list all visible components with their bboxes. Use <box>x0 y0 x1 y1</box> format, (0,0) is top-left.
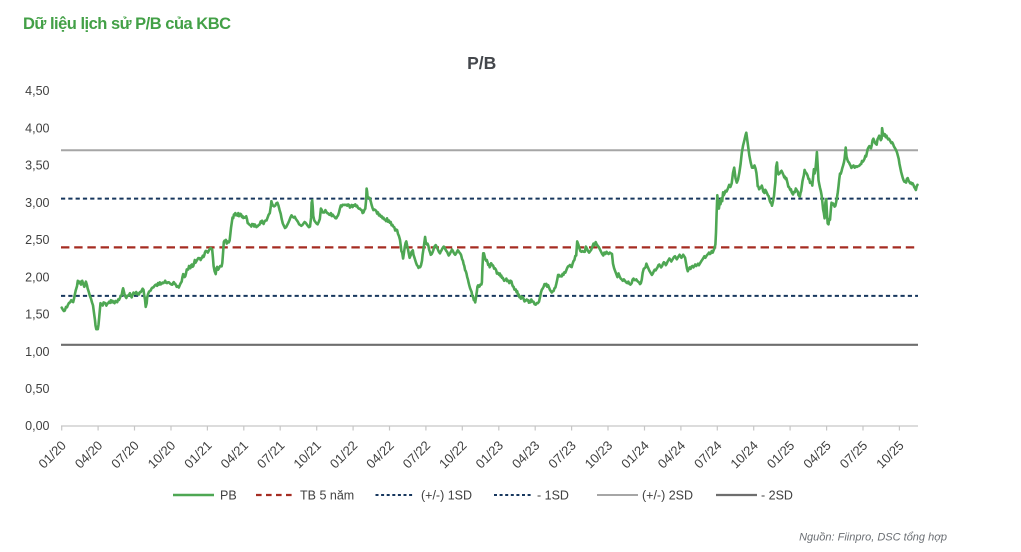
svg-text:01/24: 01/24 <box>618 438 652 472</box>
svg-text:4,50: 4,50 <box>25 84 49 98</box>
svg-text:04/22: 04/22 <box>363 438 397 472</box>
svg-text:04/21: 04/21 <box>218 438 252 472</box>
svg-text:01/25: 01/25 <box>764 438 798 472</box>
svg-text:TB 5 năm: TB 5 năm <box>300 489 354 503</box>
svg-text:07/21: 07/21 <box>254 438 288 472</box>
svg-text:01/23: 01/23 <box>473 438 507 472</box>
svg-text:2,50: 2,50 <box>25 233 49 247</box>
svg-text:1,50: 1,50 <box>25 308 49 322</box>
svg-text:10/24: 10/24 <box>727 438 761 472</box>
svg-text:10/23: 10/23 <box>582 438 616 472</box>
svg-text:Nguồn: Fiinpro, DSC tổng hợp: Nguồn: Fiinpro, DSC tổng hợp <box>799 532 947 544</box>
svg-text:2,00: 2,00 <box>25 270 49 284</box>
svg-text:10/25: 10/25 <box>873 438 907 472</box>
svg-text:4,00: 4,00 <box>25 121 49 135</box>
svg-text:10/22: 10/22 <box>436 438 470 472</box>
svg-text:01/20: 01/20 <box>35 438 69 472</box>
svg-text:01/22: 01/22 <box>327 438 361 472</box>
svg-text:04/24: 04/24 <box>655 438 689 472</box>
svg-text:P/B: P/B <box>467 53 496 73</box>
svg-text:07/24: 07/24 <box>691 438 725 472</box>
svg-text:- 1SD: - 1SD <box>537 489 569 503</box>
svg-text:04/20: 04/20 <box>72 438 106 472</box>
svg-text:1,00: 1,00 <box>25 345 49 359</box>
svg-text:07/25: 07/25 <box>837 438 871 472</box>
svg-text:10/20: 10/20 <box>145 438 179 472</box>
svg-text:0,00: 0,00 <box>25 419 49 433</box>
svg-text:04/25: 04/25 <box>800 438 834 472</box>
svg-text:(+/-) 2SD: (+/-) 2SD <box>642 489 693 503</box>
svg-text:07/23: 07/23 <box>545 438 579 472</box>
svg-text:07/22: 07/22 <box>400 438 434 472</box>
svg-text:01/21: 01/21 <box>181 438 215 472</box>
svg-text:10/21: 10/21 <box>290 438 324 472</box>
svg-text:0,50: 0,50 <box>25 382 49 396</box>
svg-text:PB: PB <box>220 489 237 503</box>
svg-text:3,50: 3,50 <box>25 159 49 173</box>
svg-text:3,00: 3,00 <box>25 196 49 210</box>
svg-text:04/23: 04/23 <box>509 438 543 472</box>
svg-text:07/20: 07/20 <box>108 438 142 472</box>
svg-text:- 2SD: - 2SD <box>761 489 793 503</box>
svg-text:(+/-) 1SD: (+/-) 1SD <box>421 489 472 503</box>
